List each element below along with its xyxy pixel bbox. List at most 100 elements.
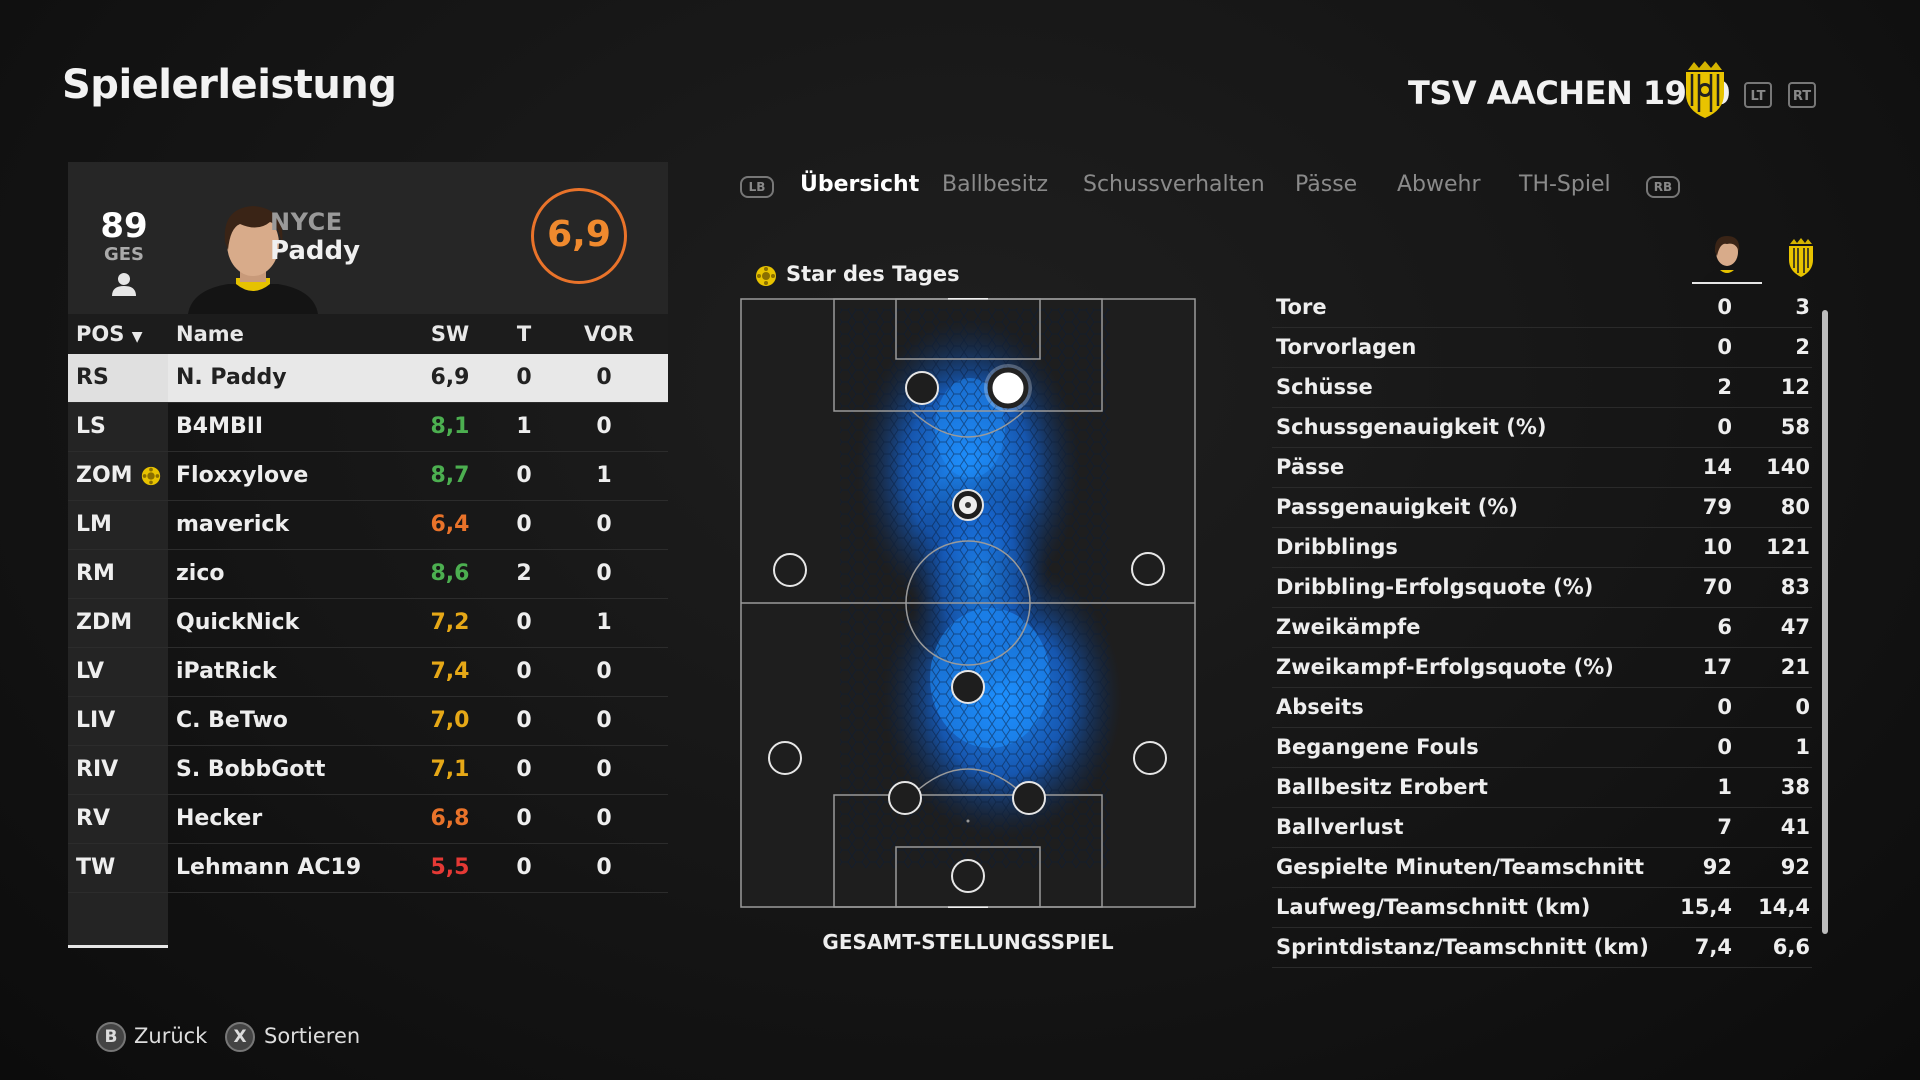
stat-player-value: 1 (1717, 775, 1732, 799)
stat-player-value: 6 (1717, 615, 1732, 639)
tab-uebersicht[interactable]: Übersicht (800, 172, 920, 197)
pos-cell (68, 403, 168, 451)
stat-team-value: 6,6 (1772, 935, 1810, 959)
stats-scrollbar[interactable] (1822, 310, 1828, 934)
rb-button-icon[interactable]: RB (1646, 176, 1680, 198)
stat-row: Pässe 14 140 (1272, 448, 1812, 488)
row-rating: 6,8 (430, 806, 470, 831)
stat-team-value: 21 (1780, 655, 1810, 679)
table-row[interactable]: LV iPatRick 7,4 0 0 (68, 648, 668, 697)
row-assists: 1 (596, 610, 612, 635)
table-row[interactable]: RM zico 8,6 2 0 (68, 550, 668, 599)
table-row[interactable]: ZDM QuickNick 7,2 0 1 (68, 599, 668, 648)
column-header-pos[interactable]: POS ▼ (76, 314, 142, 357)
table-row[interactable]: LIV C. BeTwo 7,0 0 0 (68, 697, 668, 746)
team-crest-icon (1789, 238, 1813, 277)
b-button-icon[interactable]: B (96, 1022, 126, 1052)
row-goals: 2 (516, 561, 532, 586)
tab-th-spiel[interactable]: TH-Spiel (1519, 172, 1611, 197)
row-player-name: QuickNick (176, 610, 300, 635)
row-rating: 7,2 (430, 610, 470, 635)
row-goals: 0 (516, 855, 532, 880)
stat-player-value: 92 (1702, 855, 1732, 879)
tab-paesse[interactable]: Pässe (1295, 172, 1358, 197)
row-player-name: N. Paddy (176, 365, 287, 390)
row-assists: 0 (596, 659, 612, 684)
player-card: 89 GES NYCE Paddy 6,9 (68, 162, 668, 314)
tab-abwehr[interactable]: Abwehr (1397, 172, 1481, 197)
player-mini-avatar (1692, 236, 1762, 284)
heatmap-density (840, 308, 1122, 868)
lb-button-icon[interactable]: LB (740, 176, 774, 198)
stat-label: Zweikampf-Erfolgsquote (%) (1276, 655, 1614, 679)
stat-row: Sprintdistanz/Teamschnitt (km) 7,4 6,6 (1272, 928, 1812, 968)
stat-player-value: 0 (1717, 415, 1732, 439)
row-player-name: Hecker (176, 806, 263, 831)
column-header-t[interactable]: T (516, 322, 532, 346)
stat-team-value: 3 (1795, 295, 1810, 319)
tab-schussverhalten[interactable]: Schussverhalten (1083, 172, 1265, 197)
back-button[interactable]: Zurück (134, 1024, 208, 1048)
stat-label: Ballverlust (1276, 815, 1404, 839)
row-rating: 8,6 (430, 561, 470, 586)
stat-player-value: 7 (1717, 815, 1732, 839)
stat-label: Dribbling-Erfolgsquote (%) (1276, 575, 1594, 599)
table-footer (68, 893, 668, 948)
row-rating: 7,4 (430, 659, 470, 684)
row-goals: 0 (516, 463, 532, 488)
column-header-name[interactable]: Name (176, 322, 244, 346)
person-icon (112, 273, 136, 296)
star-of-day-icon (756, 266, 776, 286)
match-rating-ring (531, 188, 627, 284)
column-header-sw[interactable]: SW (430, 322, 470, 346)
row-assists: 1 (596, 463, 612, 488)
stat-team-value: 80 (1780, 495, 1810, 519)
table-row[interactable]: ZOM Floxxylove 8,7 0 1 (68, 452, 668, 501)
row-goals: 0 (516, 512, 532, 537)
row-goals: 0 (516, 659, 532, 684)
table-row[interactable]: LS B4MBII 8,1 1 0 (68, 403, 668, 452)
stat-label: Schüsse (1276, 375, 1373, 399)
column-header-vor[interactable]: VOR (584, 322, 634, 346)
stat-row: Zweikampf-Erfolgsquote (%) 17 21 (1272, 648, 1812, 688)
stat-row: Zweikämpfe 6 47 (1272, 608, 1812, 648)
stat-team-value: 0 (1795, 695, 1810, 719)
stat-row: Dribblings 10 121 (1272, 528, 1812, 568)
stat-player-value: 2 (1717, 375, 1732, 399)
stat-player-value: 70 (1702, 575, 1732, 599)
table-row[interactable]: RIV S. BobbGott 7,1 0 0 (68, 746, 668, 795)
rt-button-icon[interactable]: RT (1788, 82, 1816, 108)
row-position: RM (76, 561, 115, 586)
stat-team-value: 140 (1766, 455, 1810, 479)
stat-label: Begangene Fouls (1276, 735, 1479, 759)
table-row[interactable]: RS N. Paddy 6,9 0 0 (68, 354, 668, 403)
pos-cell (68, 550, 168, 598)
table-row[interactable]: TW Lehmann AC19 5,5 0 0 (68, 844, 668, 893)
row-player-name: S. BobbGott (176, 757, 326, 782)
sort-button[interactable]: Sortieren (264, 1024, 361, 1048)
stat-player-value: 79 (1702, 495, 1732, 519)
stat-player-value: 0 (1717, 335, 1732, 359)
tab-ballbesitz[interactable]: Ballbesitz (942, 172, 1049, 197)
x-button-icon[interactable]: X (225, 1022, 255, 1052)
row-rating: 6,9 (430, 365, 470, 390)
lt-button-icon[interactable]: LT (1744, 82, 1772, 108)
stat-label: Torvorlagen (1276, 335, 1417, 359)
stat-team-value: 58 (1780, 415, 1810, 439)
stat-team-value: 47 (1780, 615, 1810, 639)
stat-row: Ballbesitz Erobert 1 38 (1272, 768, 1812, 808)
stat-player-value: 15,4 (1680, 895, 1732, 919)
stat-label: Zweikämpfe (1276, 615, 1421, 639)
stat-player-value: 0 (1717, 695, 1732, 719)
row-position: ZDM (76, 610, 133, 635)
table-row[interactable]: RV Hecker 6,8 0 0 (68, 795, 668, 844)
row-position: RIV (76, 757, 119, 782)
ball-icon (952, 489, 984, 521)
stat-row: Tore 0 3 (1272, 288, 1812, 328)
heatmap-pitch (740, 298, 1196, 908)
stat-label: Ballbesitz Erobert (1276, 775, 1488, 799)
pos-cell (68, 501, 168, 549)
row-assists: 0 (596, 757, 612, 782)
table-row[interactable]: LM maverick 6,4 0 0 (68, 501, 668, 550)
stat-player-value: 0 (1717, 735, 1732, 759)
